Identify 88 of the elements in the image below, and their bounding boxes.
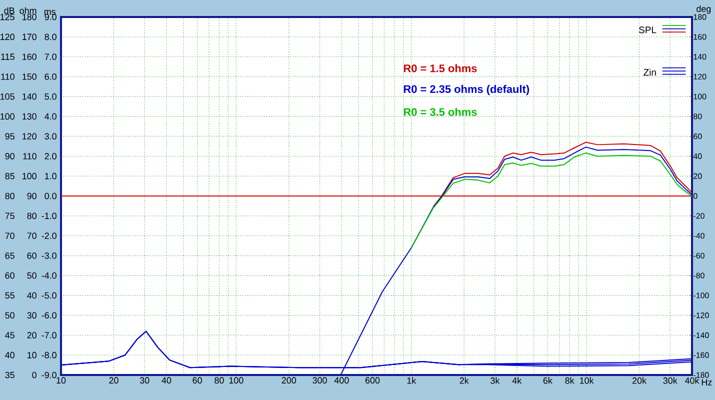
- text: ms: [44, 10, 56, 15]
- y3-tick-label: 160: [22, 54, 36, 60]
- y3-tick-label: 110: [23, 153, 36, 160]
- text: -1.0: [42, 212, 56, 220]
- text: 3.0: [44, 133, 56, 140]
- text: -9.0: [42, 372, 56, 378]
- x-tick-label: 100: [229, 377, 244, 384]
- y-tick-label: 95: [5, 133, 14, 140]
- text: R0 = 3.5 ohms: [404, 108, 477, 116]
- y-tick-label: 60: [5, 272, 14, 279]
- y-tick-label: 70: [5, 232, 14, 239]
- y3-tick-label: 70: [27, 232, 36, 239]
- y3-tick-label: 100: [22, 172, 36, 180]
- text: R0 = 1.5 ohms: [404, 64, 477, 72]
- y-tick-label: 90: [5, 153, 14, 160]
- text: 5.0: [44, 93, 56, 100]
- y-tick-label: 120: [0, 34, 14, 40]
- y-tick-label: 35: [5, 372, 14, 378]
- y2-axis-title: deg: [696, 5, 711, 14]
- y-tick-label: 50: [5, 312, 14, 319]
- y-tick-label: 115: [1, 54, 14, 60]
- x-tick-label: 4k: [512, 377, 522, 384]
- y-tick-label: 80: [5, 192, 14, 200]
- y3-tick-label: 30: [27, 312, 36, 319]
- text: -8.0: [42, 352, 56, 358]
- y3-tick-label: 90: [27, 192, 36, 200]
- text: -7.0: [42, 332, 56, 338]
- y-tick-label: 110: [1, 73, 14, 80]
- y3-tick-label: 170: [22, 34, 36, 40]
- text: 4.0: [44, 113, 56, 120]
- y3-tick-label: 120: [22, 133, 36, 140]
- y-tick-label: 40: [5, 352, 14, 358]
- x-tick-label: 30k: [663, 377, 678, 384]
- x-tick-label: 60: [192, 377, 202, 384]
- y-tick-label: 75: [5, 212, 14, 220]
- text: 0.0: [44, 192, 56, 200]
- annotation: Zin: [644, 68, 656, 76]
- x-tick-label: 6k: [543, 377, 552, 384]
- y-tick-label: 45: [5, 332, 14, 338]
- x-axis-title: Hz: [702, 379, 712, 386]
- x-tick-label: 20k: [632, 377, 647, 384]
- y3-tick-label: 50: [27, 272, 36, 279]
- y3-tick-label: 150: [22, 73, 36, 80]
- x-tick-label: 40: [162, 377, 172, 384]
- text: -2.0: [42, 232, 56, 239]
- y3-tick-label: 20: [27, 332, 36, 338]
- y3-axis-title: ohm: [20, 7, 36, 14]
- x-tick-label: 300: [312, 377, 327, 384]
- x-tick-label: 8k: [565, 377, 574, 384]
- y3-tick-label: 60: [27, 252, 36, 259]
- x-tick-label: 200: [282, 377, 296, 384]
- text: -3.0: [42, 252, 56, 259]
- text: 9.0: [44, 14, 56, 20]
- y3-tick-label: 130: [22, 113, 36, 120]
- x-tick-label: 20: [109, 377, 118, 384]
- y-tick-label: 125: [0, 14, 14, 20]
- x-tick-label: 30: [140, 377, 150, 384]
- text: -4.0: [42, 272, 56, 279]
- y-tick-label: 55: [5, 292, 14, 299]
- text: R0 = 2.35 ohms (default): [404, 84, 530, 96]
- y-axis-title: dB: [4, 7, 14, 14]
- x-tick-label: 40k: [684, 377, 700, 384]
- y-tick-label: 105: [0, 93, 14, 100]
- text: 8.0: [44, 34, 56, 40]
- text: -5.0: [42, 292, 56, 299]
- x-tick-label: 2k: [460, 377, 469, 384]
- y-tick-label: 85: [5, 172, 14, 180]
- y3-tick-label: 40: [27, 292, 36, 299]
- x-tick-label: 400: [334, 377, 349, 384]
- text: -6.0: [42, 312, 56, 319]
- y3-tick-label: 140: [22, 93, 36, 100]
- text: 2.0: [44, 153, 56, 160]
- x-tick-label: 3k: [490, 377, 500, 384]
- y3-tick-label: 0: [32, 372, 36, 378]
- x-tick-label: 10: [56, 377, 66, 384]
- y-tick-label: 65: [5, 252, 14, 259]
- x-tick-label: 80: [214, 377, 224, 384]
- annotation: SPL: [639, 26, 656, 34]
- text: 6.0: [44, 73, 56, 80]
- y3-tick-label: 10: [28, 352, 36, 358]
- y3-tick-label: 180: [22, 14, 36, 20]
- y-tick-label: 100: [0, 113, 14, 120]
- y3-tick-label: 80: [27, 212, 36, 220]
- x-tick-label: 600: [365, 377, 380, 384]
- text: 1.0: [45, 172, 56, 180]
- text: 7.0: [44, 54, 56, 60]
- x-tick-label: 1k: [407, 377, 416, 384]
- x-tick-label: 10k: [580, 377, 594, 384]
